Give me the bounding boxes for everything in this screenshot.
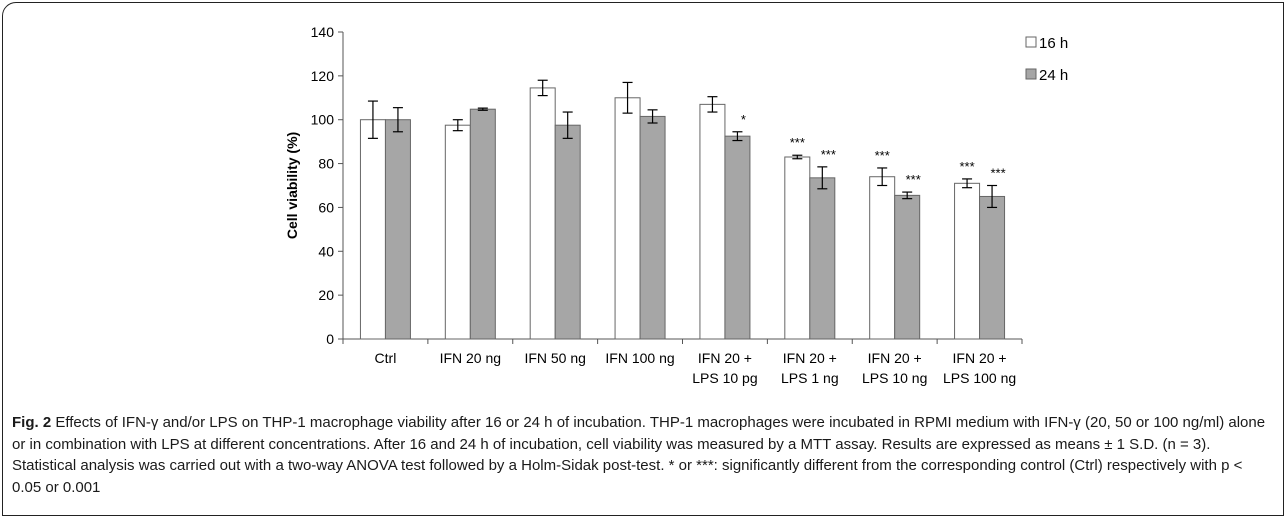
x-tick-label: IFN 20 ng	[440, 350, 501, 366]
legend-label: 16 h	[1039, 35, 1068, 52]
y-tick-label: 0	[326, 331, 334, 347]
bar-16h	[529, 87, 556, 340]
legend-swatch	[1025, 68, 1037, 80]
bar-16h	[359, 119, 386, 340]
bar-24h	[384, 119, 411, 340]
bar-16h	[784, 156, 811, 340]
x-tick-label: IFN 20 +	[868, 350, 922, 366]
bar-16h	[954, 182, 981, 340]
bar-16h	[869, 176, 896, 340]
bar-16h	[699, 103, 726, 340]
significance-marker: ***	[990, 166, 1005, 181]
x-tick-label: IFN 20 +	[953, 350, 1007, 366]
significance-marker: ***	[821, 147, 836, 162]
significance-marker: ***	[906, 172, 921, 187]
caption-text: Effects of IFN-γ and/or LPS on THP-1 mac…	[12, 414, 1266, 496]
y-tick-label: 40	[318, 243, 334, 259]
bar-24h	[554, 124, 581, 340]
x-tick-label: LPS 10 pg	[692, 370, 757, 386]
x-tick-label: LPS 10 ng	[862, 370, 927, 386]
significance-marker: ***	[875, 148, 890, 163]
bar-24h	[469, 108, 496, 340]
significance-marker: *	[741, 112, 746, 127]
x-tick-label: Ctrl	[375, 350, 397, 366]
x-tick-label: LPS 100 ng	[943, 370, 1016, 386]
y-tick-label: 60	[318, 199, 334, 215]
x-tick-label: IFN 20 +	[698, 350, 752, 366]
x-tick-label: IFN 100 ng	[605, 350, 674, 366]
bar-24h	[809, 177, 836, 340]
bar-24h	[639, 115, 666, 340]
legend-swatch	[1025, 36, 1037, 48]
significance-marker: ***	[790, 135, 805, 150]
bar-16h	[444, 124, 471, 340]
y-tick-label: 120	[311, 68, 335, 84]
x-tick-label: IFN 20 +	[783, 350, 837, 366]
x-tick-label: IFN 50 ng	[524, 350, 585, 366]
legend-label: 24 h	[1039, 67, 1068, 84]
x-tick-label: LPS 1 ng	[781, 370, 839, 386]
significance-marker: ***	[959, 159, 974, 174]
bar-24h	[724, 135, 751, 340]
bar-24h	[979, 195, 1006, 340]
y-tick-label: 140	[311, 24, 335, 40]
y-tick-label: 20	[318, 287, 334, 303]
caption-label: Fig. 2	[12, 414, 52, 431]
bar-24h	[894, 194, 921, 340]
y-tick-label: 80	[318, 156, 334, 172]
y-axis-label: Cell viability (%)	[284, 132, 300, 239]
bar-16h	[614, 97, 641, 340]
y-tick-label: 100	[311, 112, 335, 128]
figure-caption: Fig. 2 Effects of IFN-γ and/or LPS on TH…	[12, 412, 1274, 498]
